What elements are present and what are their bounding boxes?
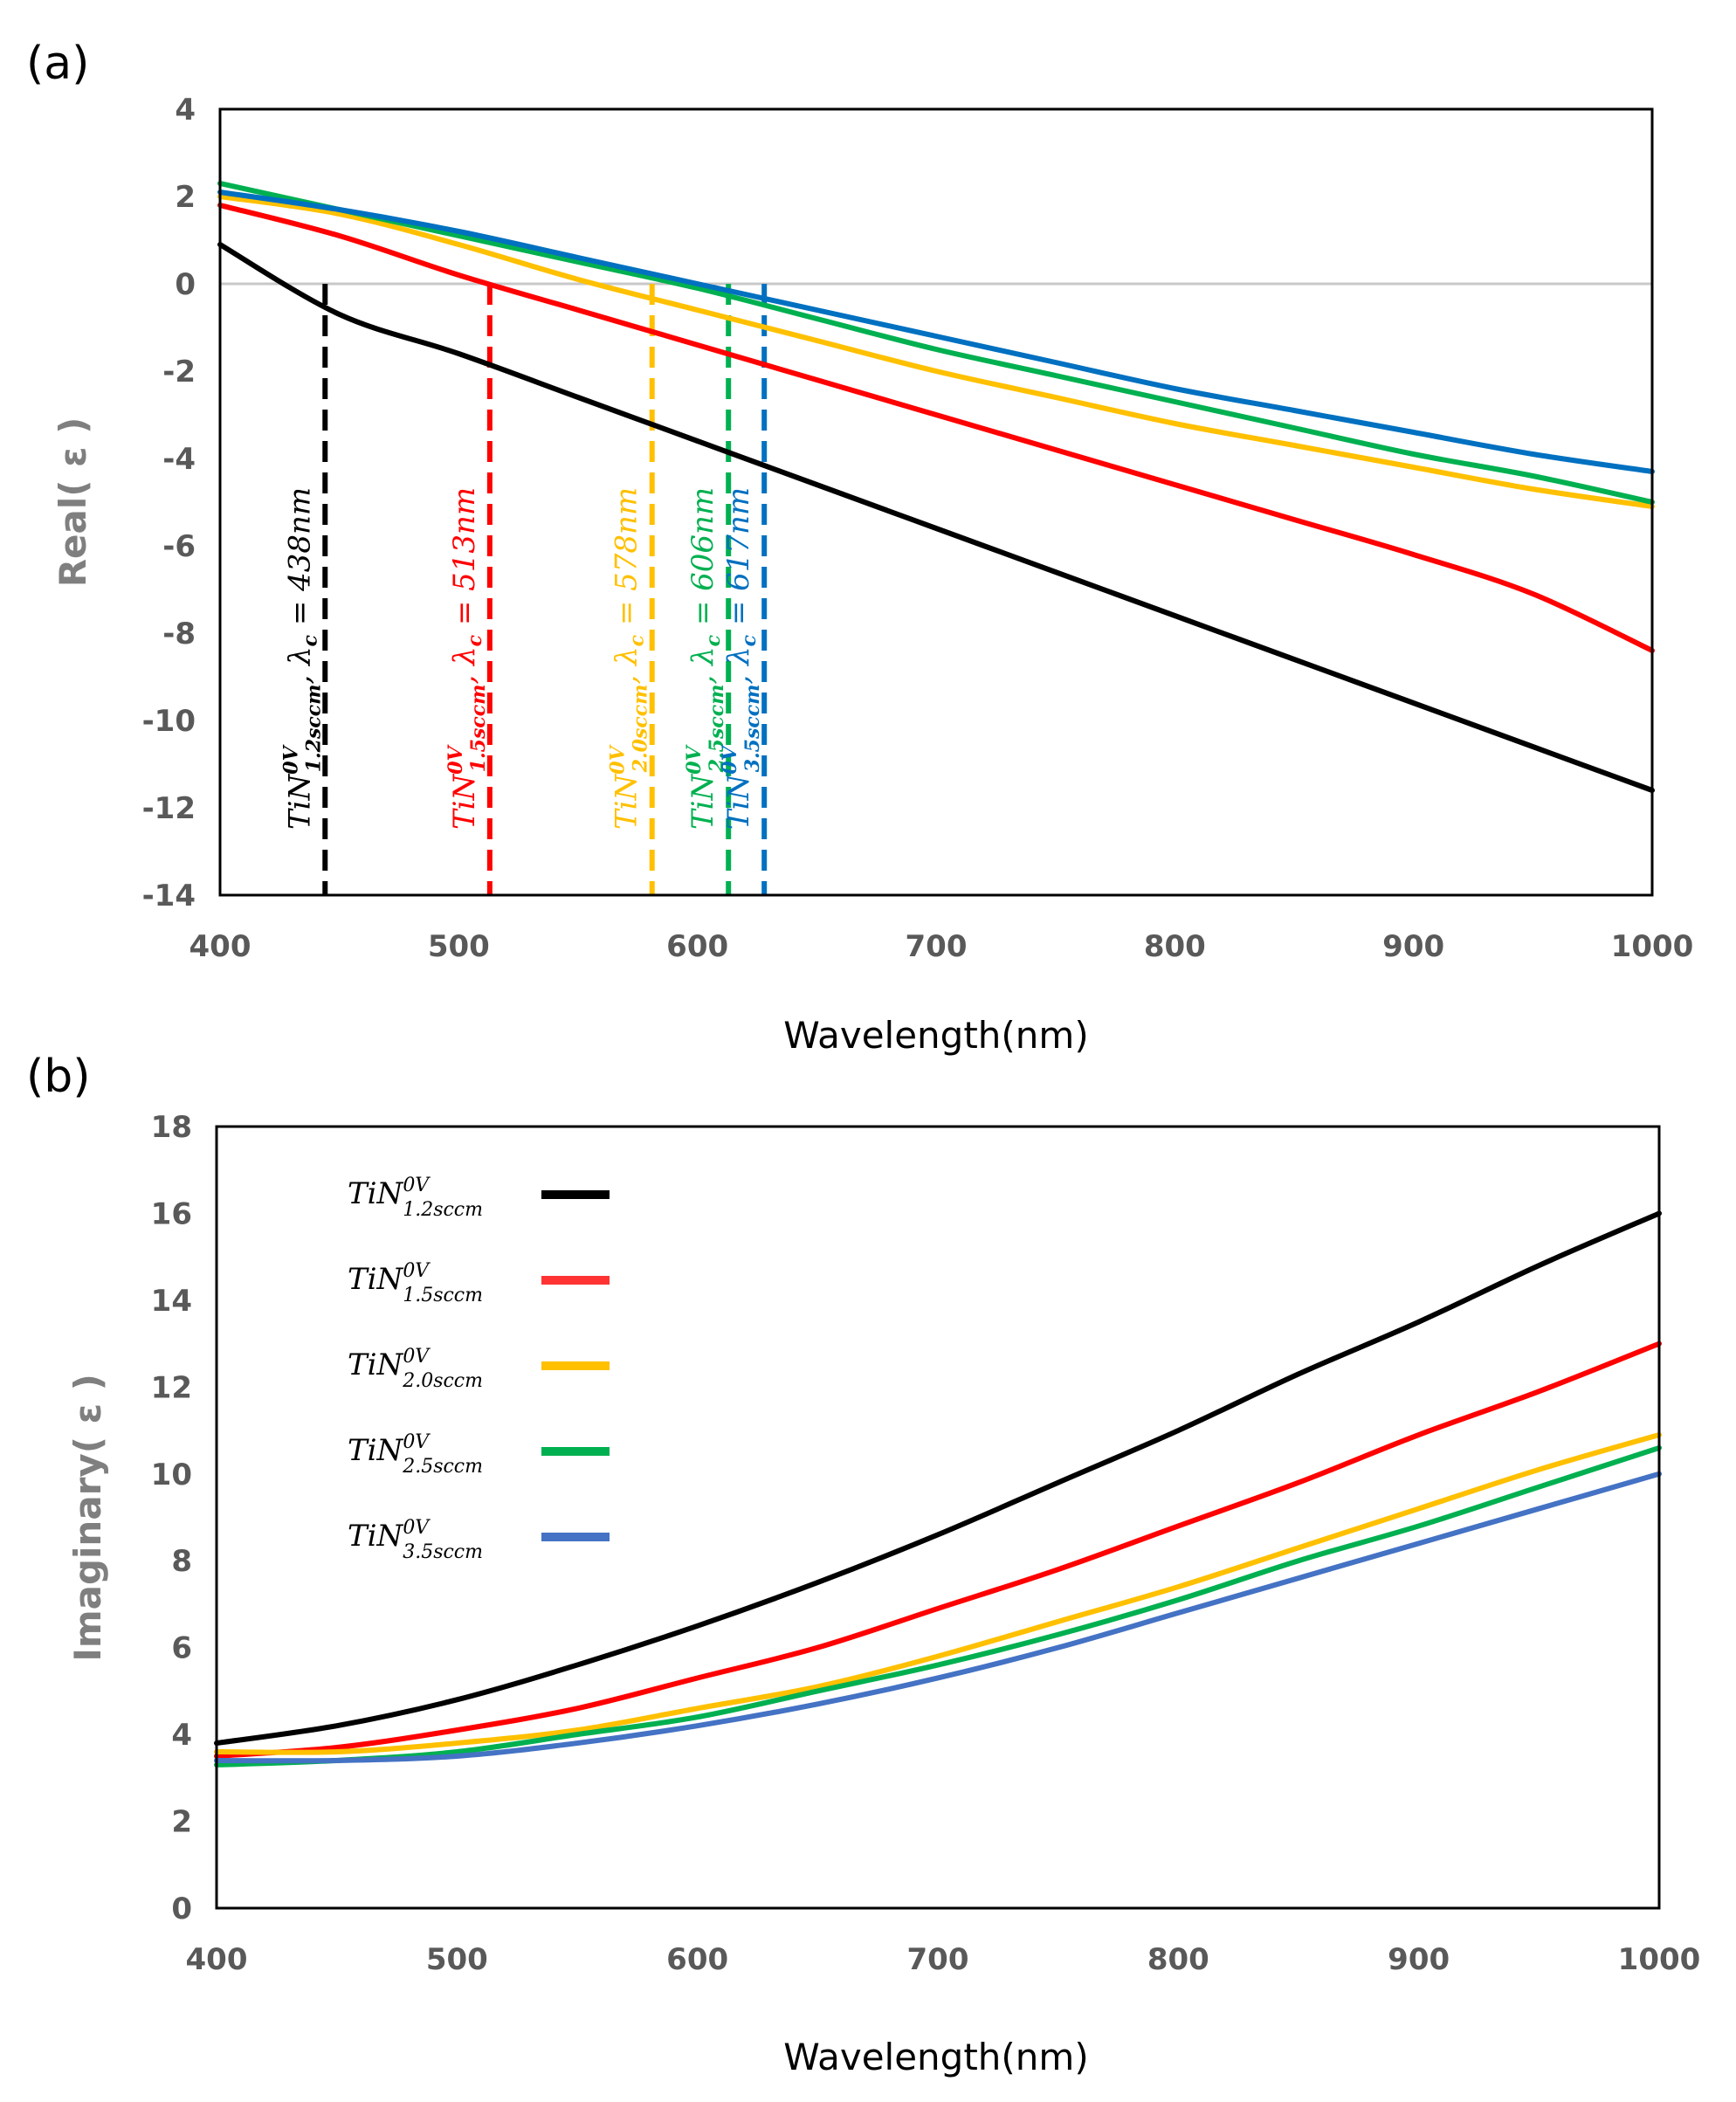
cutoff-annotation-2.0sccm: TiN0V2.0sccm, λc = 578nm [607,487,652,830]
y-tick-label: 12 [151,1370,192,1405]
y-tick-label: 2 [175,180,196,215]
legend-label-2.0sccm: TiN0V 2.0sccm [348,1346,483,1392]
y-tick-label: -6 [162,529,196,564]
series-line-tin-2-0sccm [214,1432,1662,1755]
series-line-tin-2-0sccm [217,194,1655,509]
panel-b-series [214,1210,1662,1768]
cutoff-annotation-2.5sccm: TiN0V2.5sccm, λc = 606nm [683,487,728,830]
panel-a-label: (a) [26,38,89,90]
panel-a-y-axis-title: Real( ε ) [52,417,94,588]
x-tick-label: 500 [428,929,490,964]
legend-label-3.5sccm: TiN0V 3.5sccm [348,1517,483,1563]
panel-a-cutoff-lines [322,284,768,895]
series-line-tin-2-5sccm [217,181,1655,505]
x-tick-label: 700 [906,929,968,964]
y-tick-label: 0 [175,267,196,302]
y-tick-label: 14 [151,1284,192,1319]
panel-a-plot-frame [218,107,1654,897]
series-line-tin-1-5sccm [217,203,1655,653]
y-tick-label: 2 [171,1805,192,1840]
cutoff-annotation-1.5sccm: TiN0V1.5sccm, λc = 513nm [444,487,490,830]
x-tick-label: 700 [907,1942,969,1977]
x-tick-label: 500 [426,1942,488,1977]
x-tick-label: 800 [1147,1942,1209,1977]
y-tick-label: -8 [162,617,196,651]
y-tick-label: -14 [142,879,196,913]
x-tick-label: 1000 [1618,1942,1701,1977]
cutoff-annotation-1.2sccm: TiN0V1.2sccm, λc = 438nm [279,487,325,830]
panel-b-x-tick-labels: 400 500 600 700 800 900 1000 [186,1942,1701,1977]
panel-a-y-tick-labels: 4 2 0 -2 -4 -6 -8 -10 -12 -14 [142,93,196,913]
y-tick-label: -12 [142,791,196,826]
panel-b-imaginary-permittivity: (b) 18 16 14 12 10 8 6 4 2 0 400 500 600 700 800 900 10… [26,1051,1700,2078]
panel-a-series [217,181,1655,793]
panel-a-cutoff-annotations: TiN0V1.2sccm, λc = 438nm TiN0V1.5sccm, λc… [279,487,764,830]
panel-b-y-axis-title: Imaginary( ε ) [66,1374,109,1662]
x-tick-label: 900 [1388,1942,1450,1977]
y-tick-label: 0 [171,1892,192,1926]
y-tick-label: 8 [171,1544,192,1579]
y-tick-label: 16 [151,1196,192,1231]
panel-b-legend: TiN0V 1.2sccm TiN0V 1.5sccm TiN0V 2.0sccm TiN0… [348,1175,610,1563]
legend-label-2.5sccm: TiN0V 2.5sccm [348,1431,483,1478]
series-line-tin-1-2sccm [214,1210,1662,1747]
panel-b-x-axis-title: Wavelength(nm) [783,2036,1088,2078]
x-tick-label: 600 [666,929,728,964]
x-tick-label: 800 [1144,929,1206,964]
panel-a-x-tick-labels: 400 500 600 700 800 900 1000 [189,929,1694,964]
y-tick-label: -4 [162,442,196,477]
series-line-tin-1-5sccm [214,1340,1662,1759]
y-tick-label: 18 [151,1110,192,1145]
y-tick-label: 4 [171,1718,192,1753]
panel-b-y-tick-labels: 18 16 14 12 10 8 6 4 2 0 [151,1110,192,1926]
panel-b-label: (b) [26,1051,91,1103]
panel-b-plot-frame [215,1125,1661,1910]
series-line-tin-3-5sccm [217,190,1655,474]
y-tick-label: -2 [162,355,196,389]
legend-label-1.5sccm: TiN0V 1.5sccm [348,1260,483,1306]
legend-label-1.2sccm: TiN0V 1.2sccm [348,1175,483,1221]
y-tick-label: 6 [171,1631,192,1666]
panel-a-real-permittivity: (a) 4 2 0 -2 -4 -6 -8 -10 -12 -14 400 500 600 700 800… [26,38,1693,1057]
y-tick-label: 4 [175,93,196,127]
series-line-tin-2-5sccm [214,1444,1662,1768]
panel-a-x-axis-title: Wavelength(nm) [783,1014,1088,1057]
series-line-tin-3-5sccm [214,1471,1662,1764]
series-line-tin-1-2sccm [217,242,1655,793]
cutoff-annotation-3.5sccm: TiN0V3.5sccm, λc = 617nm [719,487,764,830]
y-tick-label: -10 [142,704,196,739]
x-tick-label: 1000 [1611,929,1694,964]
x-tick-label: 600 [666,1942,728,1977]
y-tick-label: 10 [151,1458,192,1492]
x-tick-label: 400 [186,1942,248,1977]
x-tick-label: 900 [1382,929,1444,964]
x-tick-label: 400 [189,929,251,964]
